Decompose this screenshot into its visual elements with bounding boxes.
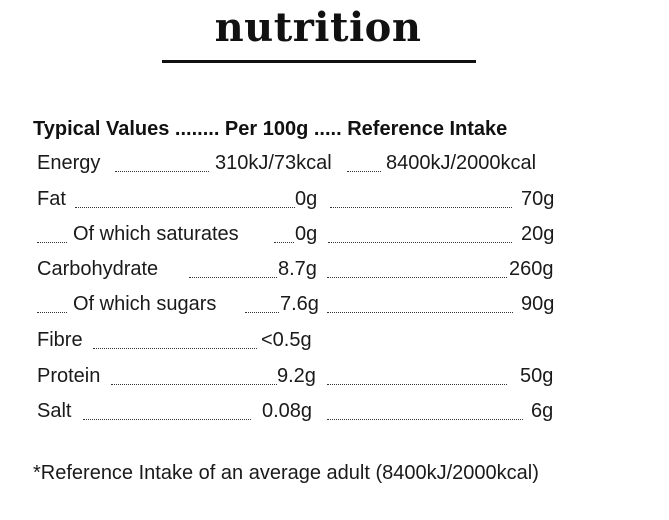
per-100g-value: 310kJ/73kcal [215,152,332,174]
per-100g-value: 0g [295,223,318,245]
per-100g-value: 0.08g [262,400,313,422]
per-100g-value: 0g [295,188,318,210]
reference-intake-value: 90g [521,293,555,315]
dot-leader [327,384,507,385]
row-label: Of which sugars [73,293,217,315]
nutrition-row-fat: Fat 0g 70g [37,188,637,218]
row-label: Salt [37,400,72,422]
dot-leader [83,419,251,420]
row-label: Carbohydrate [37,258,159,280]
dot-leader [327,277,507,278]
nutrition-row-sugars: Of which sugars 7.6g 90g [37,293,637,323]
dot-leader [37,312,67,313]
reference-intake-value: 20g [521,223,555,245]
dot-leader [189,277,277,278]
per-100g-value: <0.5g [261,329,312,351]
dot-leader [93,348,257,349]
reference-intake-value: 70g [521,188,555,210]
dot-leader [327,419,523,420]
nutrition-row-fibre: Fibre <0.5g [37,329,637,359]
nutrition-row-energy: Energy 310kJ/73kcal 8400kJ/2000kcal [37,152,637,182]
nutrition-row-carbohydrate: Carbohydrate 8.7g 260g [37,258,637,288]
row-label: Fibre [37,329,83,351]
nutrition-row-saturates: Of which saturates 0g 20g [37,223,637,253]
row-label: Energy [37,152,101,174]
dot-leader [274,242,294,243]
dot-leader [37,242,67,243]
dot-leader [115,171,209,172]
dot-leader [245,312,279,313]
nutrition-row-salt: Salt 0.08g 6g [37,400,637,430]
dot-leader [330,207,512,208]
reference-intake-value: 50g [520,365,554,387]
dot-leader [327,312,513,313]
per-100g-value: 8.7g [278,258,317,280]
dot-leader [111,384,277,385]
reference-intake-value: 260g [509,258,554,280]
dot-leader [347,171,381,172]
title-underline [162,60,476,63]
dot-leader [328,242,512,243]
row-label: Fat [37,188,66,210]
reference-intake-value: 6g [531,400,554,422]
reference-intake-value: 8400kJ/2000kcal [386,152,537,174]
per-100g-value: 7.6g [280,293,319,315]
table-header: Typical Values ........ Per 100g ..... R… [33,118,508,140]
per-100g-value: 9.2g [277,365,316,387]
reference-intake-footnote: *Reference Intake of an average adult (8… [33,462,539,484]
row-label: Of which saturates [73,223,239,245]
nutrition-row-protein: Protein 9.2g 50g [37,365,637,395]
dot-leader [75,207,295,208]
page-title: nutrition [214,4,422,51]
row-label: Protein [37,365,101,387]
